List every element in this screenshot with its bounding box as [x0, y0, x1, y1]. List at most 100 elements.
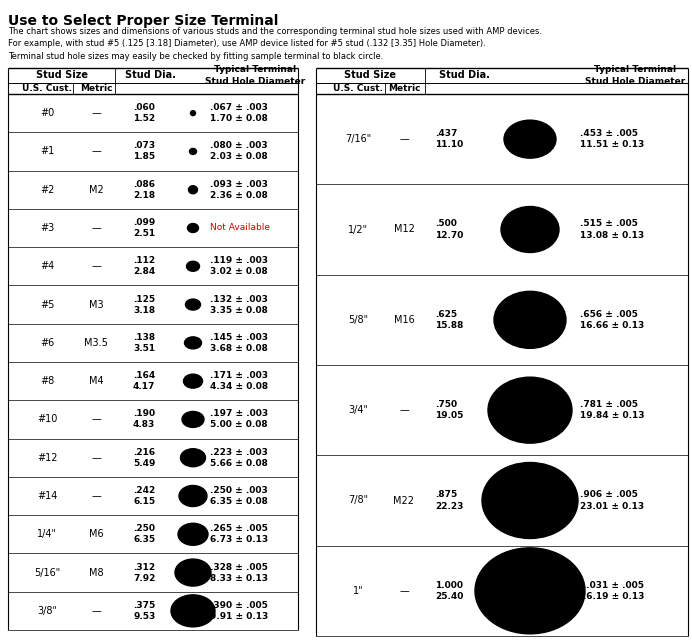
Ellipse shape: [188, 186, 197, 194]
Text: —: —: [91, 606, 101, 616]
Text: M2: M2: [89, 185, 103, 195]
Text: .197 ± .003
5.00 ± 0.08: .197 ± .003 5.00 ± 0.08: [210, 410, 268, 430]
Text: —: —: [399, 586, 409, 596]
Ellipse shape: [504, 120, 556, 158]
Text: #0: #0: [40, 108, 54, 118]
Text: U.S. Cust.: U.S. Cust.: [333, 84, 383, 93]
Text: .164
4.17: .164 4.17: [133, 371, 156, 391]
Text: #5: #5: [40, 300, 54, 309]
Text: —: —: [91, 261, 101, 271]
Text: .906 ± .005
23.01 ± 0.13: .906 ± .005 23.01 ± 0.13: [580, 491, 644, 511]
Text: .093 ± .003
2.36 ± 0.08: .093 ± .003 2.36 ± 0.08: [210, 179, 268, 200]
Text: .138
3.51: .138 3.51: [133, 333, 155, 353]
Text: M4: M4: [89, 376, 103, 386]
Text: .216
5.49: .216 5.49: [133, 448, 156, 467]
Text: Typical Terminal
Stud Hole Diameter: Typical Terminal Stud Hole Diameter: [205, 66, 305, 86]
Text: M12: M12: [394, 224, 415, 235]
Ellipse shape: [183, 374, 203, 388]
Text: M3: M3: [89, 300, 103, 309]
Text: .125
3.18: .125 3.18: [133, 294, 155, 314]
Text: .656 ± .005
16.66 ± 0.13: .656 ± .005 16.66 ± 0.13: [580, 310, 644, 330]
Text: M6: M6: [89, 529, 103, 539]
Ellipse shape: [190, 111, 196, 116]
Text: .453 ± .005
11.51 ± 0.13: .453 ± .005 11.51 ± 0.13: [580, 129, 644, 149]
Text: .073
1.85: .073 1.85: [133, 141, 155, 161]
Ellipse shape: [190, 149, 197, 154]
Text: .875
22.23: .875 22.23: [435, 491, 464, 511]
Text: Metric: Metric: [388, 84, 420, 93]
Ellipse shape: [488, 377, 572, 443]
Text: Typical Terminal
Stud Hole Diameter: Typical Terminal Stud Hole Diameter: [585, 66, 685, 86]
Text: —: —: [91, 223, 101, 233]
Text: Stud Size: Stud Size: [35, 71, 87, 80]
Text: .223 ± .003
5.66 ± 0.08: .223 ± .003 5.66 ± 0.08: [210, 448, 268, 467]
Ellipse shape: [185, 337, 201, 349]
Text: 1": 1": [353, 586, 363, 596]
Text: 7/16": 7/16": [345, 134, 371, 144]
Text: .190
4.83: .190 4.83: [133, 410, 155, 430]
Text: Stud Dia.: Stud Dia.: [125, 71, 176, 80]
Text: —: —: [91, 108, 101, 118]
Text: Not Available: Not Available: [210, 224, 270, 233]
Text: .132 ± .003
3.35 ± 0.08: .132 ± .003 3.35 ± 0.08: [210, 294, 268, 314]
Text: #8: #8: [40, 376, 54, 386]
Ellipse shape: [187, 261, 199, 271]
Text: 1/4": 1/4": [37, 529, 57, 539]
Text: Stud Dia.: Stud Dia.: [439, 71, 489, 80]
Text: —: —: [91, 147, 101, 156]
Text: .145 ± .003
3.68 ± 0.08: .145 ± .003 3.68 ± 0.08: [210, 333, 268, 353]
Text: #14: #14: [37, 491, 57, 501]
Text: #1: #1: [40, 147, 54, 156]
Text: .250 ± .003
6.35 ± 0.08: .250 ± .003 6.35 ± 0.08: [210, 486, 268, 506]
Text: .171 ± .003
4.34 ± 0.08: .171 ± .003 4.34 ± 0.08: [210, 371, 268, 391]
Text: —: —: [91, 453, 101, 463]
Text: #3: #3: [40, 223, 54, 233]
Ellipse shape: [475, 548, 585, 634]
Text: .060
1.52: .060 1.52: [133, 103, 155, 123]
Text: .250
6.35: .250 6.35: [133, 524, 155, 545]
Text: .099
2.51: .099 2.51: [133, 218, 155, 238]
Text: Stud Size: Stud Size: [345, 71, 397, 80]
Text: M16: M16: [394, 315, 415, 325]
Text: 5/8": 5/8": [348, 315, 368, 325]
Ellipse shape: [181, 449, 206, 467]
Text: 7/8": 7/8": [348, 496, 368, 505]
Text: .515 ± .005
13.08 ± 0.13: .515 ± .005 13.08 ± 0.13: [580, 219, 644, 240]
Text: #10: #10: [37, 415, 57, 424]
Text: .112
2.84: .112 2.84: [133, 257, 155, 276]
Text: .080 ± .003
2.03 ± 0.08: .080 ± .003 2.03 ± 0.08: [210, 141, 268, 161]
Text: .750
19.05: .750 19.05: [435, 400, 464, 421]
Text: .328 ± .005
8.33 ± 0.13: .328 ± .005 8.33 ± 0.13: [210, 563, 268, 583]
Text: #2: #2: [40, 185, 54, 195]
Text: #12: #12: [37, 453, 57, 463]
Text: .781 ± .005
19.84 ± 0.13: .781 ± .005 19.84 ± 0.13: [580, 400, 644, 421]
Text: .625
15.88: .625 15.88: [435, 310, 464, 330]
Ellipse shape: [178, 523, 208, 545]
Text: #6: #6: [40, 338, 54, 348]
Text: .390 ± .005
9.91 ± 0.13: .390 ± .005 9.91 ± 0.13: [210, 601, 268, 621]
Text: .119 ± .003
3.02 ± 0.08: .119 ± .003 3.02 ± 0.08: [210, 257, 268, 276]
Text: 5/16": 5/16": [34, 568, 60, 577]
Text: .312
7.92: .312 7.92: [133, 563, 156, 583]
Text: —: —: [91, 415, 101, 424]
Text: 3/8": 3/8": [37, 606, 57, 616]
Ellipse shape: [179, 485, 207, 507]
Text: Metric: Metric: [80, 84, 112, 93]
Text: U.S. Cust.: U.S. Cust.: [22, 84, 72, 93]
Text: 3/4": 3/4": [348, 405, 368, 415]
Text: The chart shows sizes and dimensions of various studs and the corresponding term: The chart shows sizes and dimensions of …: [8, 27, 542, 61]
Ellipse shape: [501, 206, 559, 253]
Ellipse shape: [171, 595, 215, 627]
Text: #4: #4: [40, 261, 54, 271]
Text: 1.031 ± .005
26.19 ± 0.13: 1.031 ± .005 26.19 ± 0.13: [580, 581, 644, 601]
Text: —: —: [399, 134, 409, 144]
Text: .265 ± .005
6.73 ± 0.13: .265 ± .005 6.73 ± 0.13: [210, 524, 268, 545]
Ellipse shape: [482, 462, 578, 538]
Text: M3.5: M3.5: [84, 338, 108, 348]
Text: M8: M8: [89, 568, 103, 577]
Text: .242
6.15: .242 6.15: [133, 486, 155, 506]
Ellipse shape: [185, 299, 201, 310]
Text: .086
2.18: .086 2.18: [133, 179, 155, 200]
Text: .437
11.10: .437 11.10: [435, 129, 463, 149]
Text: 1.000
25.40: 1.000 25.40: [435, 581, 464, 601]
